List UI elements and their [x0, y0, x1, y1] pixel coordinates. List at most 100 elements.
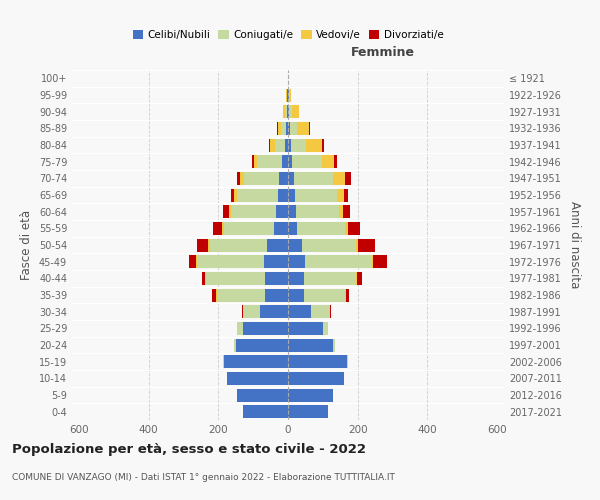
Bar	[240, 172, 244, 185]
Bar	[288, 138, 291, 151]
Bar	[371, 255, 373, 268]
Bar	[288, 272, 304, 285]
Bar	[333, 338, 335, 351]
Bar	[309, 122, 310, 135]
Bar	[297, 222, 346, 235]
Bar	[358, 238, 375, 252]
Bar	[242, 305, 243, 318]
Bar	[275, 138, 285, 151]
Bar	[243, 305, 260, 318]
Bar	[346, 288, 349, 302]
Bar	[217, 288, 265, 302]
Bar	[279, 172, 288, 185]
Bar	[230, 188, 234, 202]
Bar	[230, 205, 276, 218]
Bar	[294, 172, 332, 185]
Bar	[292, 155, 322, 168]
Bar	[224, 222, 274, 235]
Bar	[234, 188, 238, 202]
Bar	[288, 172, 294, 185]
Bar	[265, 288, 288, 302]
Bar	[205, 272, 206, 285]
Bar	[243, 322, 288, 335]
Bar	[288, 188, 295, 202]
Bar	[291, 138, 307, 151]
Bar	[323, 322, 328, 335]
Bar	[307, 138, 322, 151]
Bar	[330, 305, 331, 318]
Bar	[304, 272, 356, 285]
Bar	[244, 172, 279, 185]
Bar	[276, 205, 288, 218]
Bar	[209, 238, 267, 252]
Bar	[224, 355, 288, 368]
Bar	[288, 155, 292, 168]
Y-axis label: Anni di nascita: Anni di nascita	[568, 202, 581, 288]
Bar	[343, 205, 350, 218]
Bar	[206, 272, 265, 285]
Bar	[243, 405, 288, 418]
Bar	[285, 138, 288, 151]
Bar	[260, 305, 288, 318]
Bar	[223, 355, 224, 368]
Bar	[288, 205, 296, 218]
Bar	[238, 388, 288, 402]
Bar	[278, 188, 288, 202]
Bar	[288, 305, 311, 318]
Bar	[222, 222, 224, 235]
Bar	[290, 88, 292, 102]
Bar	[288, 288, 304, 302]
Bar	[288, 405, 328, 418]
Bar	[286, 88, 287, 102]
Bar	[282, 155, 288, 168]
Bar	[322, 155, 334, 168]
Bar	[286, 122, 288, 135]
Bar	[344, 188, 348, 202]
Bar	[254, 155, 257, 168]
Bar	[348, 222, 361, 235]
Bar	[347, 355, 348, 368]
Y-axis label: Fasce di età: Fasce di età	[20, 210, 33, 280]
Bar	[288, 322, 323, 335]
Bar	[229, 205, 230, 218]
Bar	[238, 188, 278, 202]
Bar	[265, 272, 288, 285]
Bar	[337, 188, 344, 202]
Bar	[288, 255, 305, 268]
Bar	[287, 105, 288, 118]
Bar	[227, 372, 288, 385]
Bar	[311, 305, 330, 318]
Bar	[288, 355, 347, 368]
Bar	[277, 122, 278, 135]
Bar	[297, 122, 309, 135]
Bar	[213, 222, 222, 235]
Bar	[373, 255, 386, 268]
Bar	[302, 238, 356, 252]
Bar	[238, 172, 240, 185]
Bar	[208, 238, 209, 252]
Bar	[202, 272, 205, 285]
Bar	[263, 255, 288, 268]
Text: COMUNE DI VANZAGO (MI) - Dati ISTAT 1° gennaio 2022 - Elaborazione TUTTITALIA.IT: COMUNE DI VANZAGO (MI) - Dati ISTAT 1° g…	[12, 472, 395, 482]
Bar	[197, 255, 263, 268]
Bar	[332, 172, 345, 185]
Bar	[290, 122, 297, 135]
Bar	[212, 288, 216, 302]
Bar	[223, 205, 229, 218]
Bar	[288, 338, 333, 351]
Bar	[296, 205, 339, 218]
Bar	[288, 222, 297, 235]
Bar	[257, 155, 282, 168]
Bar	[322, 138, 324, 151]
Bar	[288, 105, 289, 118]
Bar	[252, 155, 254, 168]
Bar	[274, 222, 288, 235]
Bar	[288, 122, 290, 135]
Bar	[236, 338, 288, 351]
Bar	[216, 288, 217, 302]
Bar	[238, 322, 243, 335]
Bar	[345, 172, 351, 185]
Bar	[295, 188, 337, 202]
Bar	[190, 255, 196, 268]
Bar	[304, 288, 346, 302]
